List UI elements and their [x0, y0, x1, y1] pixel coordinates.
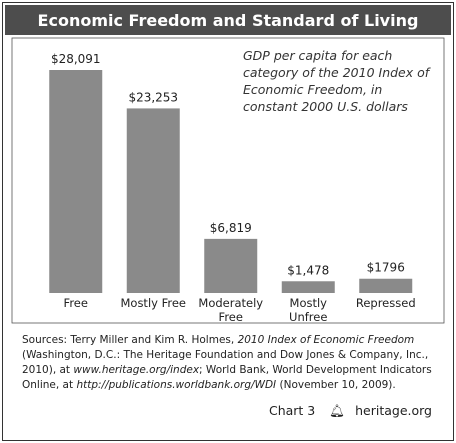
- bar: [281, 281, 335, 293]
- source: Sources: Terry Miller and Kim R. Holmes,…: [22, 333, 442, 393]
- bar: [204, 238, 258, 293]
- value-label: $1,478: [287, 263, 329, 277]
- bell-icon: 🔔︎: [329, 403, 346, 418]
- chart-title: Economic Freedom and Standard of Living: [38, 11, 419, 30]
- source-text: (Washington, D.C.: The Heritage Foundati…: [22, 349, 429, 376]
- bar: [49, 70, 103, 293]
- annotation: GDP per capita for each category of the …: [243, 48, 430, 114]
- x-tick-label: Repressed: [355, 296, 416, 310]
- source-text: Sources: Terry Miller and Kim R. Holmes,: [22, 334, 238, 346]
- x-tick-label: Moderately Free: [198, 296, 264, 324]
- value-label: $28,091: [51, 52, 101, 66]
- source-text: http://publications.worldbank.org/WDI: [76, 379, 277, 391]
- x-tick-label: Mostly Free: [120, 296, 187, 310]
- title-bar: [5, 5, 451, 35]
- x-tick-label: Free: [63, 296, 88, 310]
- value-label: $6,819: [210, 221, 252, 235]
- x-tick-label: Mostly Unfree: [289, 296, 328, 324]
- site: heritage.org: [355, 403, 432, 418]
- bar: [359, 278, 413, 293]
- chart-label: Chart 3: [268, 403, 316, 418]
- value-label: $1796: [367, 261, 405, 275]
- bar: [126, 108, 180, 293]
- value-label: $23,253: [128, 90, 178, 104]
- plot-frame: [11, 37, 445, 324]
- source-text: 2010 Index of Economic Freedom: [237, 334, 415, 346]
- footer: Chart 3 🔔︎ heritage.org: [269, 403, 432, 419]
- source-text: (November 10, 2009).: [276, 379, 396, 391]
- source-text: www.heritage.org/index: [73, 364, 200, 376]
- source-text: ; World Bank, World Development Indicato…: [22, 364, 432, 391]
